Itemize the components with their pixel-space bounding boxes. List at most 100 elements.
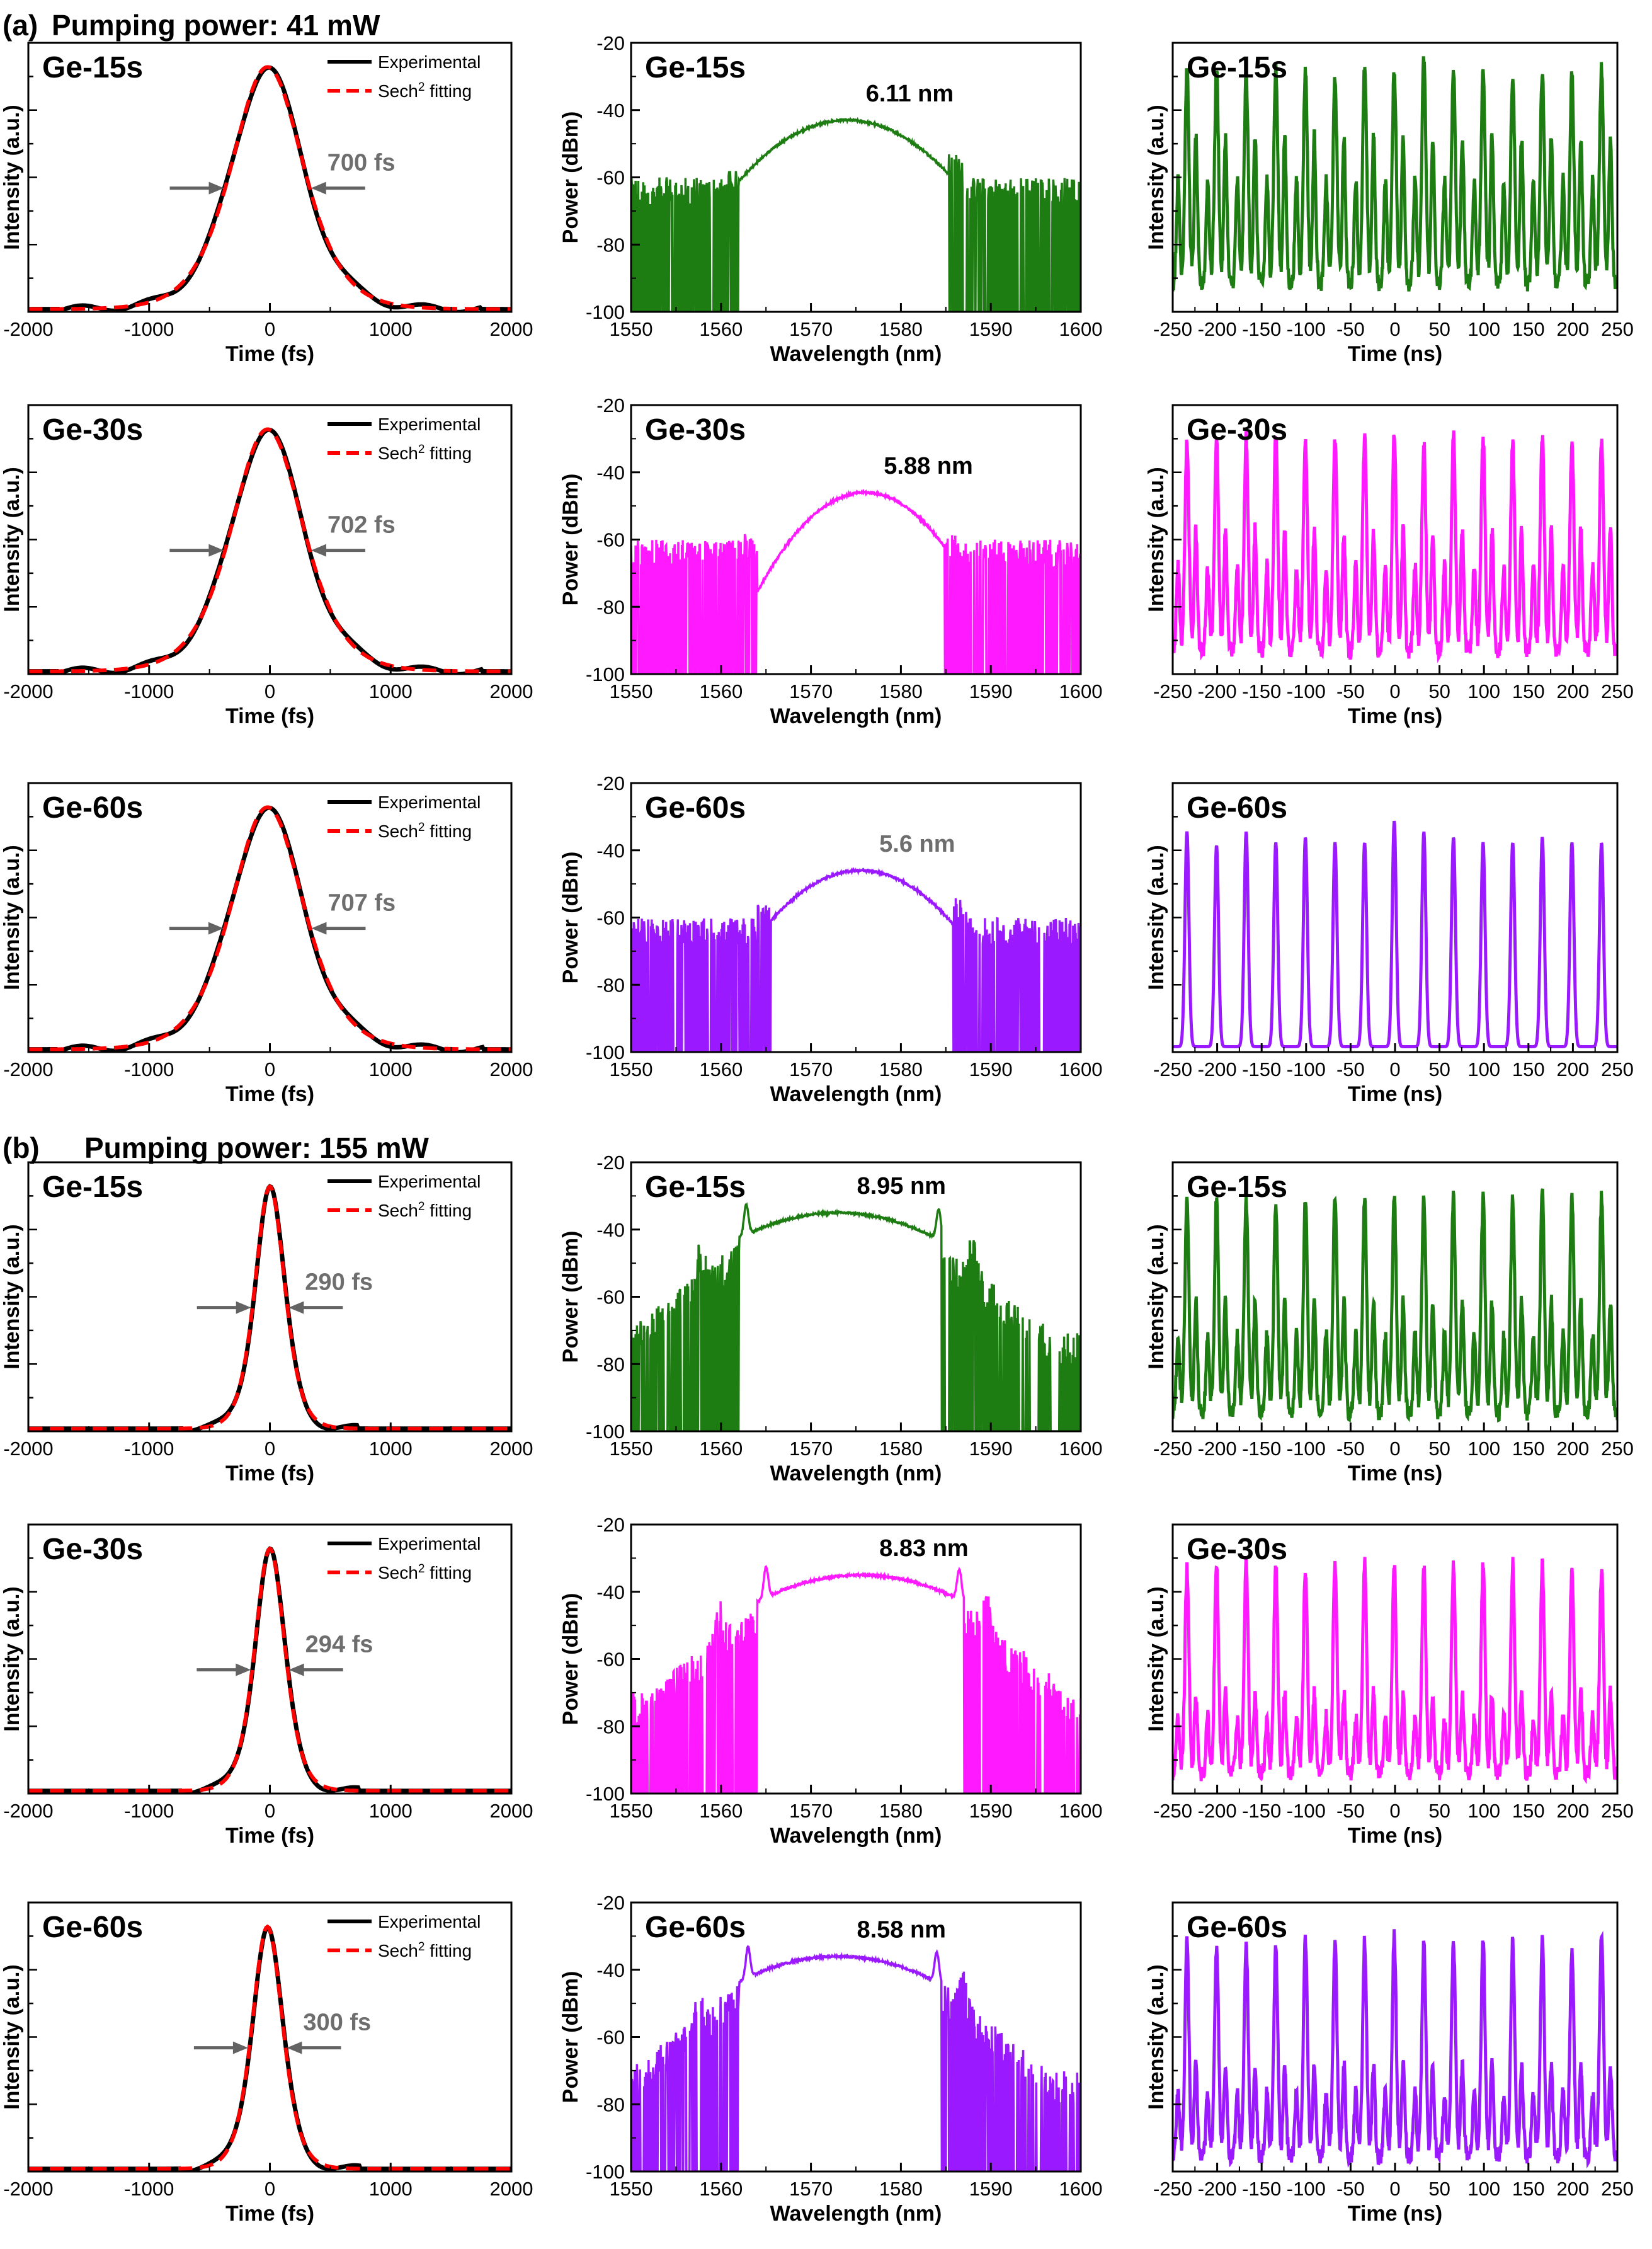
x-tick-label: 100 xyxy=(1467,1058,1500,1080)
x-tick-label: 150 xyxy=(1512,1438,1545,1460)
x-tick-label: -50 xyxy=(1336,1058,1365,1080)
x-tick-label: 1000 xyxy=(369,1800,413,1822)
legend-fit-prefix: Sech xyxy=(378,1563,418,1582)
x-tick-label: -250 xyxy=(1153,1058,1192,1080)
x-tick-label: 1600 xyxy=(1059,318,1103,340)
x-tick-label: 1560 xyxy=(699,680,743,702)
spectrum-curve xyxy=(631,488,1081,674)
pulse-train-curve xyxy=(1173,820,1617,1048)
x-tick-label: 50 xyxy=(1428,2178,1450,2200)
x-axis-label: Time (ns) xyxy=(1348,342,1443,366)
pulse-train-curve xyxy=(1173,56,1617,292)
legend-fit-suffix: fitting xyxy=(424,444,472,463)
x-tick-label: 150 xyxy=(1512,680,1545,702)
x-axis-label: Wavelength (nm) xyxy=(770,1082,942,1106)
x-tick-label: 50 xyxy=(1428,680,1450,702)
bandwidth-annotation: 5.6 nm xyxy=(879,831,955,857)
x-tick-label: 1550 xyxy=(610,1058,653,1080)
legend-fit-superscript: 2 xyxy=(418,1940,425,1954)
legend-label-fit: Sech2 fitting xyxy=(378,81,472,101)
legend-fit-suffix: fitting xyxy=(424,81,472,101)
x-tick-label: 0 xyxy=(265,680,275,702)
chart-autocorrelation-a-Ge-15s: 700 fs Experimental Sech2 fitting Ge-15s -20… xyxy=(0,42,533,366)
x-tick-label: -1000 xyxy=(124,680,174,702)
x-tick-label: 2000 xyxy=(490,1800,533,1822)
experimental-curve xyxy=(28,65,511,312)
panel-title: Ge-30s xyxy=(1187,1533,1287,1566)
y-axis-label: Power (dBm) xyxy=(559,1593,583,1725)
x-tick-label: -2000 xyxy=(3,318,53,340)
x-tick-label: 1570 xyxy=(789,680,833,702)
x-tick-label: -200 xyxy=(1198,1058,1237,1080)
legend-label-fit: Sech2 fitting xyxy=(378,443,472,463)
x-axis-label: Time (fs) xyxy=(225,1462,314,1485)
plot-area xyxy=(1173,1188,1617,1423)
y-axis-label: Power (dBm) xyxy=(559,112,583,244)
fwhm-arrowhead-right xyxy=(288,1663,304,1676)
legend-fit-prefix: Sech xyxy=(378,1941,418,1960)
x-tick-label: 0 xyxy=(265,1438,275,1460)
x-tick-label: 150 xyxy=(1512,1058,1545,1080)
x-tick-label: 1580 xyxy=(879,2178,923,2200)
x-tick-label: 1560 xyxy=(699,2178,743,2200)
y-axis-label: Intensity (a.u.) xyxy=(1144,845,1168,990)
x-tick-label: 100 xyxy=(1467,2178,1500,2200)
spectrum-curve xyxy=(631,867,1081,1052)
chart-spectrum-a-Ge-30s: 5.88 nm Ge-30s 1550 1560 1570 1580 1590 1600 -20… xyxy=(559,394,1102,728)
panel-title: Ge-15s xyxy=(42,51,143,84)
y-tick-label: -80 xyxy=(596,2093,625,2115)
y-tick-label: -100 xyxy=(586,663,625,685)
x-tick-label: -1000 xyxy=(124,1438,174,1460)
legend-fit-superscript: 2 xyxy=(418,1562,425,1576)
section-b-header: (b) Pumping power: 155 mW xyxy=(3,1131,430,1164)
y-tick-label: -80 xyxy=(596,1353,625,1375)
x-tick-label: 1560 xyxy=(699,318,743,340)
legend-label-fit: Sech2 fitting xyxy=(378,821,472,841)
x-tick-label: -1000 xyxy=(124,2178,174,2200)
x-tick-label: 0 xyxy=(1389,318,1400,340)
legend-label-experimental: Experimental xyxy=(378,793,481,812)
y-axis-label: Intensity (a.u.) xyxy=(0,467,24,612)
panel-title: Ge-30s xyxy=(1187,413,1287,447)
x-tick-label: 0 xyxy=(1389,2178,1400,2200)
x-tick-label: -250 xyxy=(1153,1800,1192,1822)
plot-area xyxy=(28,1184,511,1431)
x-tick-label: 2000 xyxy=(490,1438,533,1460)
plot-area xyxy=(28,65,511,312)
x-tick-label: 1600 xyxy=(1059,680,1103,702)
legend-fit-superscript: 2 xyxy=(418,443,425,456)
x-axis-label: Time (ns) xyxy=(1348,1462,1443,1485)
x-tick-label: -250 xyxy=(1153,318,1192,340)
x-tick-label: -1000 xyxy=(124,1800,174,1822)
bandwidth-annotation: 5.88 nm xyxy=(884,453,973,479)
plot-area xyxy=(28,805,511,1052)
x-axis-label: Time (fs) xyxy=(225,1824,314,1848)
x-tick-label: 1590 xyxy=(969,1058,1013,1080)
y-axis-label: Power (dBm) xyxy=(559,1231,583,1363)
y-tick-label: -60 xyxy=(596,907,625,929)
y-axis-label: Power (dBm) xyxy=(559,474,583,606)
fwhm-arrowhead-right xyxy=(287,2041,302,2054)
bandwidth-annotation: 8.95 nm xyxy=(857,1173,946,1199)
chart-autocorrelation-b-Ge-15s: 290 fs Experimental Sech2 fitting Ge-15s -20… xyxy=(0,1161,533,1485)
panel-title: Ge-15s xyxy=(1187,51,1287,84)
x-tick-label: -2000 xyxy=(3,680,53,702)
chart-autocorrelation-b-Ge-30s: 294 fs Experimental Sech2 fitting Ge-30s -20… xyxy=(0,1523,533,1848)
x-axis-label: Wavelength (nm) xyxy=(770,1824,942,1848)
x-tick-label: 250 xyxy=(1601,1058,1634,1080)
x-tick-label: -100 xyxy=(1287,1800,1326,1822)
fwhm-arrowhead-left xyxy=(208,922,224,935)
x-axis-label: Time (fs) xyxy=(225,2202,314,2226)
x-tick-label: 50 xyxy=(1428,1438,1450,1460)
x-tick-label: -250 xyxy=(1153,1438,1192,1460)
x-tick-label: 1550 xyxy=(610,680,653,702)
experimental-curve xyxy=(28,427,511,674)
y-tick-label: -80 xyxy=(596,974,625,996)
spectrum-curve xyxy=(631,1565,1081,1794)
chart-autocorrelation-b-Ge-60s: 300 fs Experimental Sech2 fitting Ge-60s -20… xyxy=(0,1901,533,2226)
y-tick-label: -20 xyxy=(596,394,625,416)
x-tick-label: 2000 xyxy=(490,2178,533,2200)
x-tick-label: 2000 xyxy=(490,318,533,340)
sech2-fit-curve xyxy=(28,427,511,673)
y-tick-label: -40 xyxy=(596,100,625,122)
